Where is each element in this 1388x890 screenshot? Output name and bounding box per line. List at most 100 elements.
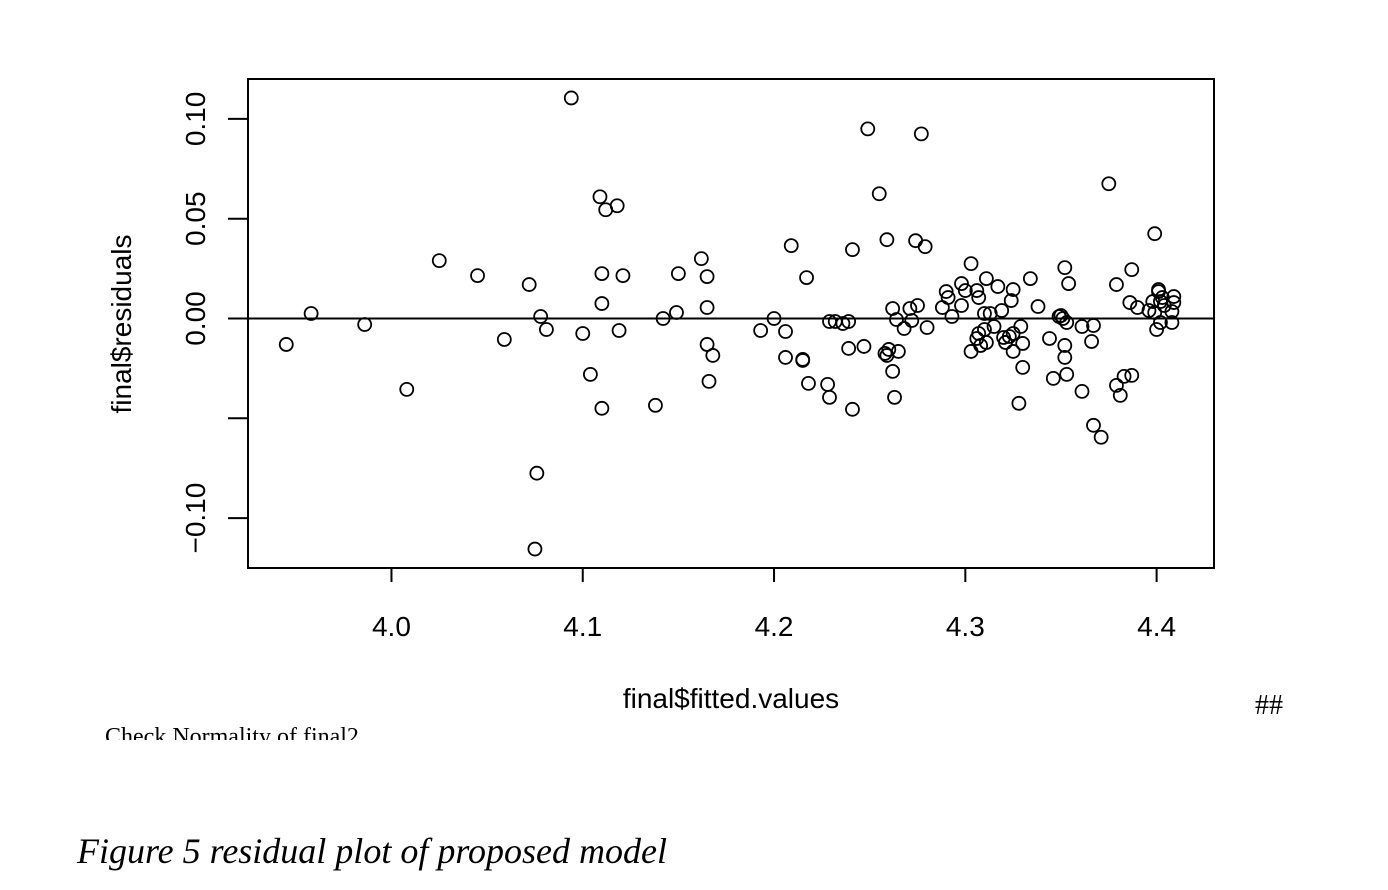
data-point (1013, 319, 1029, 334)
data-point (539, 322, 554, 337)
data-point (670, 266, 686, 282)
data-point (615, 268, 631, 283)
data-point (963, 344, 979, 359)
data-point (969, 283, 985, 298)
data-point (978, 335, 994, 350)
data-point (1086, 318, 1101, 333)
data-point (954, 298, 969, 313)
data-point (1057, 260, 1073, 276)
data-point (563, 90, 579, 106)
data-point (1015, 336, 1031, 351)
data-point (1003, 293, 1019, 308)
data-point (431, 253, 447, 269)
data-point (594, 266, 610, 282)
y-axis-title: final$residuals (106, 235, 137, 414)
data-point (1086, 417, 1101, 433)
data-point (278, 337, 294, 352)
data-point (1055, 311, 1071, 326)
data-point (648, 397, 663, 413)
data-point (1124, 262, 1140, 278)
data-point (944, 309, 960, 324)
data-point (917, 239, 933, 255)
data-point (1045, 370, 1061, 386)
data-point (1059, 366, 1075, 382)
data-point (963, 256, 979, 272)
data-point (885, 364, 901, 379)
data-point (954, 276, 969, 291)
data-point (594, 400, 610, 416)
data-point (470, 268, 485, 283)
data-point (1061, 276, 1077, 291)
y-tick-label: −0.10 (180, 483, 211, 554)
data-point (1166, 295, 1182, 310)
data-point (978, 271, 994, 286)
data-point (904, 313, 920, 328)
data-point (890, 344, 906, 359)
data-point (1153, 315, 1168, 330)
data-point (357, 317, 373, 332)
data-point (1109, 277, 1124, 292)
data-point (592, 189, 608, 205)
data-point (1116, 368, 1132, 384)
data-point (1166, 289, 1182, 304)
data-point (1084, 334, 1099, 349)
data-point (1074, 319, 1090, 334)
data-point (594, 296, 610, 311)
data-point (611, 323, 627, 338)
data-point (1164, 315, 1180, 330)
data-point (399, 381, 415, 397)
data-point (583, 366, 598, 382)
data-point (1147, 226, 1163, 242)
data-point (913, 126, 929, 142)
data-point (799, 270, 814, 285)
data-point (1112, 387, 1128, 403)
data-point (1124, 367, 1140, 383)
data-point (1122, 295, 1138, 310)
data-point (938, 284, 954, 299)
plot-frame (247, 78, 1215, 569)
data-point (879, 232, 895, 248)
data-point (1030, 299, 1046, 314)
data-point (860, 121, 876, 137)
data-point (699, 300, 715, 315)
data-point (1101, 176, 1117, 192)
data-point (1022, 271, 1038, 286)
x-axis-title: final$fitted.values (623, 683, 839, 714)
x-tick-label: 4.0 (372, 611, 411, 642)
x-tick-label: 4.4 (1137, 611, 1176, 642)
x-tick-label: 4.1 (563, 611, 602, 642)
data-point (994, 303, 1010, 318)
data-point (822, 389, 837, 405)
data-point (521, 277, 537, 292)
data-point (533, 309, 549, 324)
data-point (766, 311, 782, 326)
data-point (845, 242, 860, 258)
data-point (609, 198, 625, 214)
data-point (575, 326, 591, 341)
data-point (699, 269, 715, 284)
x-axis: 4.0 4.1 4.2 4.3 4.4 (372, 567, 1176, 642)
data-point (1001, 329, 1017, 344)
data-point (902, 301, 918, 316)
data-point (919, 320, 935, 335)
data-point (1005, 344, 1021, 359)
data-point (977, 306, 992, 321)
data-point (957, 283, 973, 298)
data-point (778, 324, 793, 339)
data-point (971, 290, 987, 305)
overflow-hash-marks: ## (1255, 690, 1283, 721)
x-tick-label: 4.3 (946, 611, 985, 642)
data-point (1057, 350, 1073, 365)
data-point (910, 298, 925, 313)
data-point (841, 314, 857, 329)
data-point (896, 321, 912, 336)
data-point (778, 350, 793, 365)
data-point (705, 348, 721, 363)
data-point (871, 186, 887, 202)
data-point (529, 465, 545, 481)
data-point (1042, 331, 1057, 346)
data-point (795, 352, 811, 367)
data-point (1149, 322, 1165, 337)
data-point (1005, 282, 1021, 297)
